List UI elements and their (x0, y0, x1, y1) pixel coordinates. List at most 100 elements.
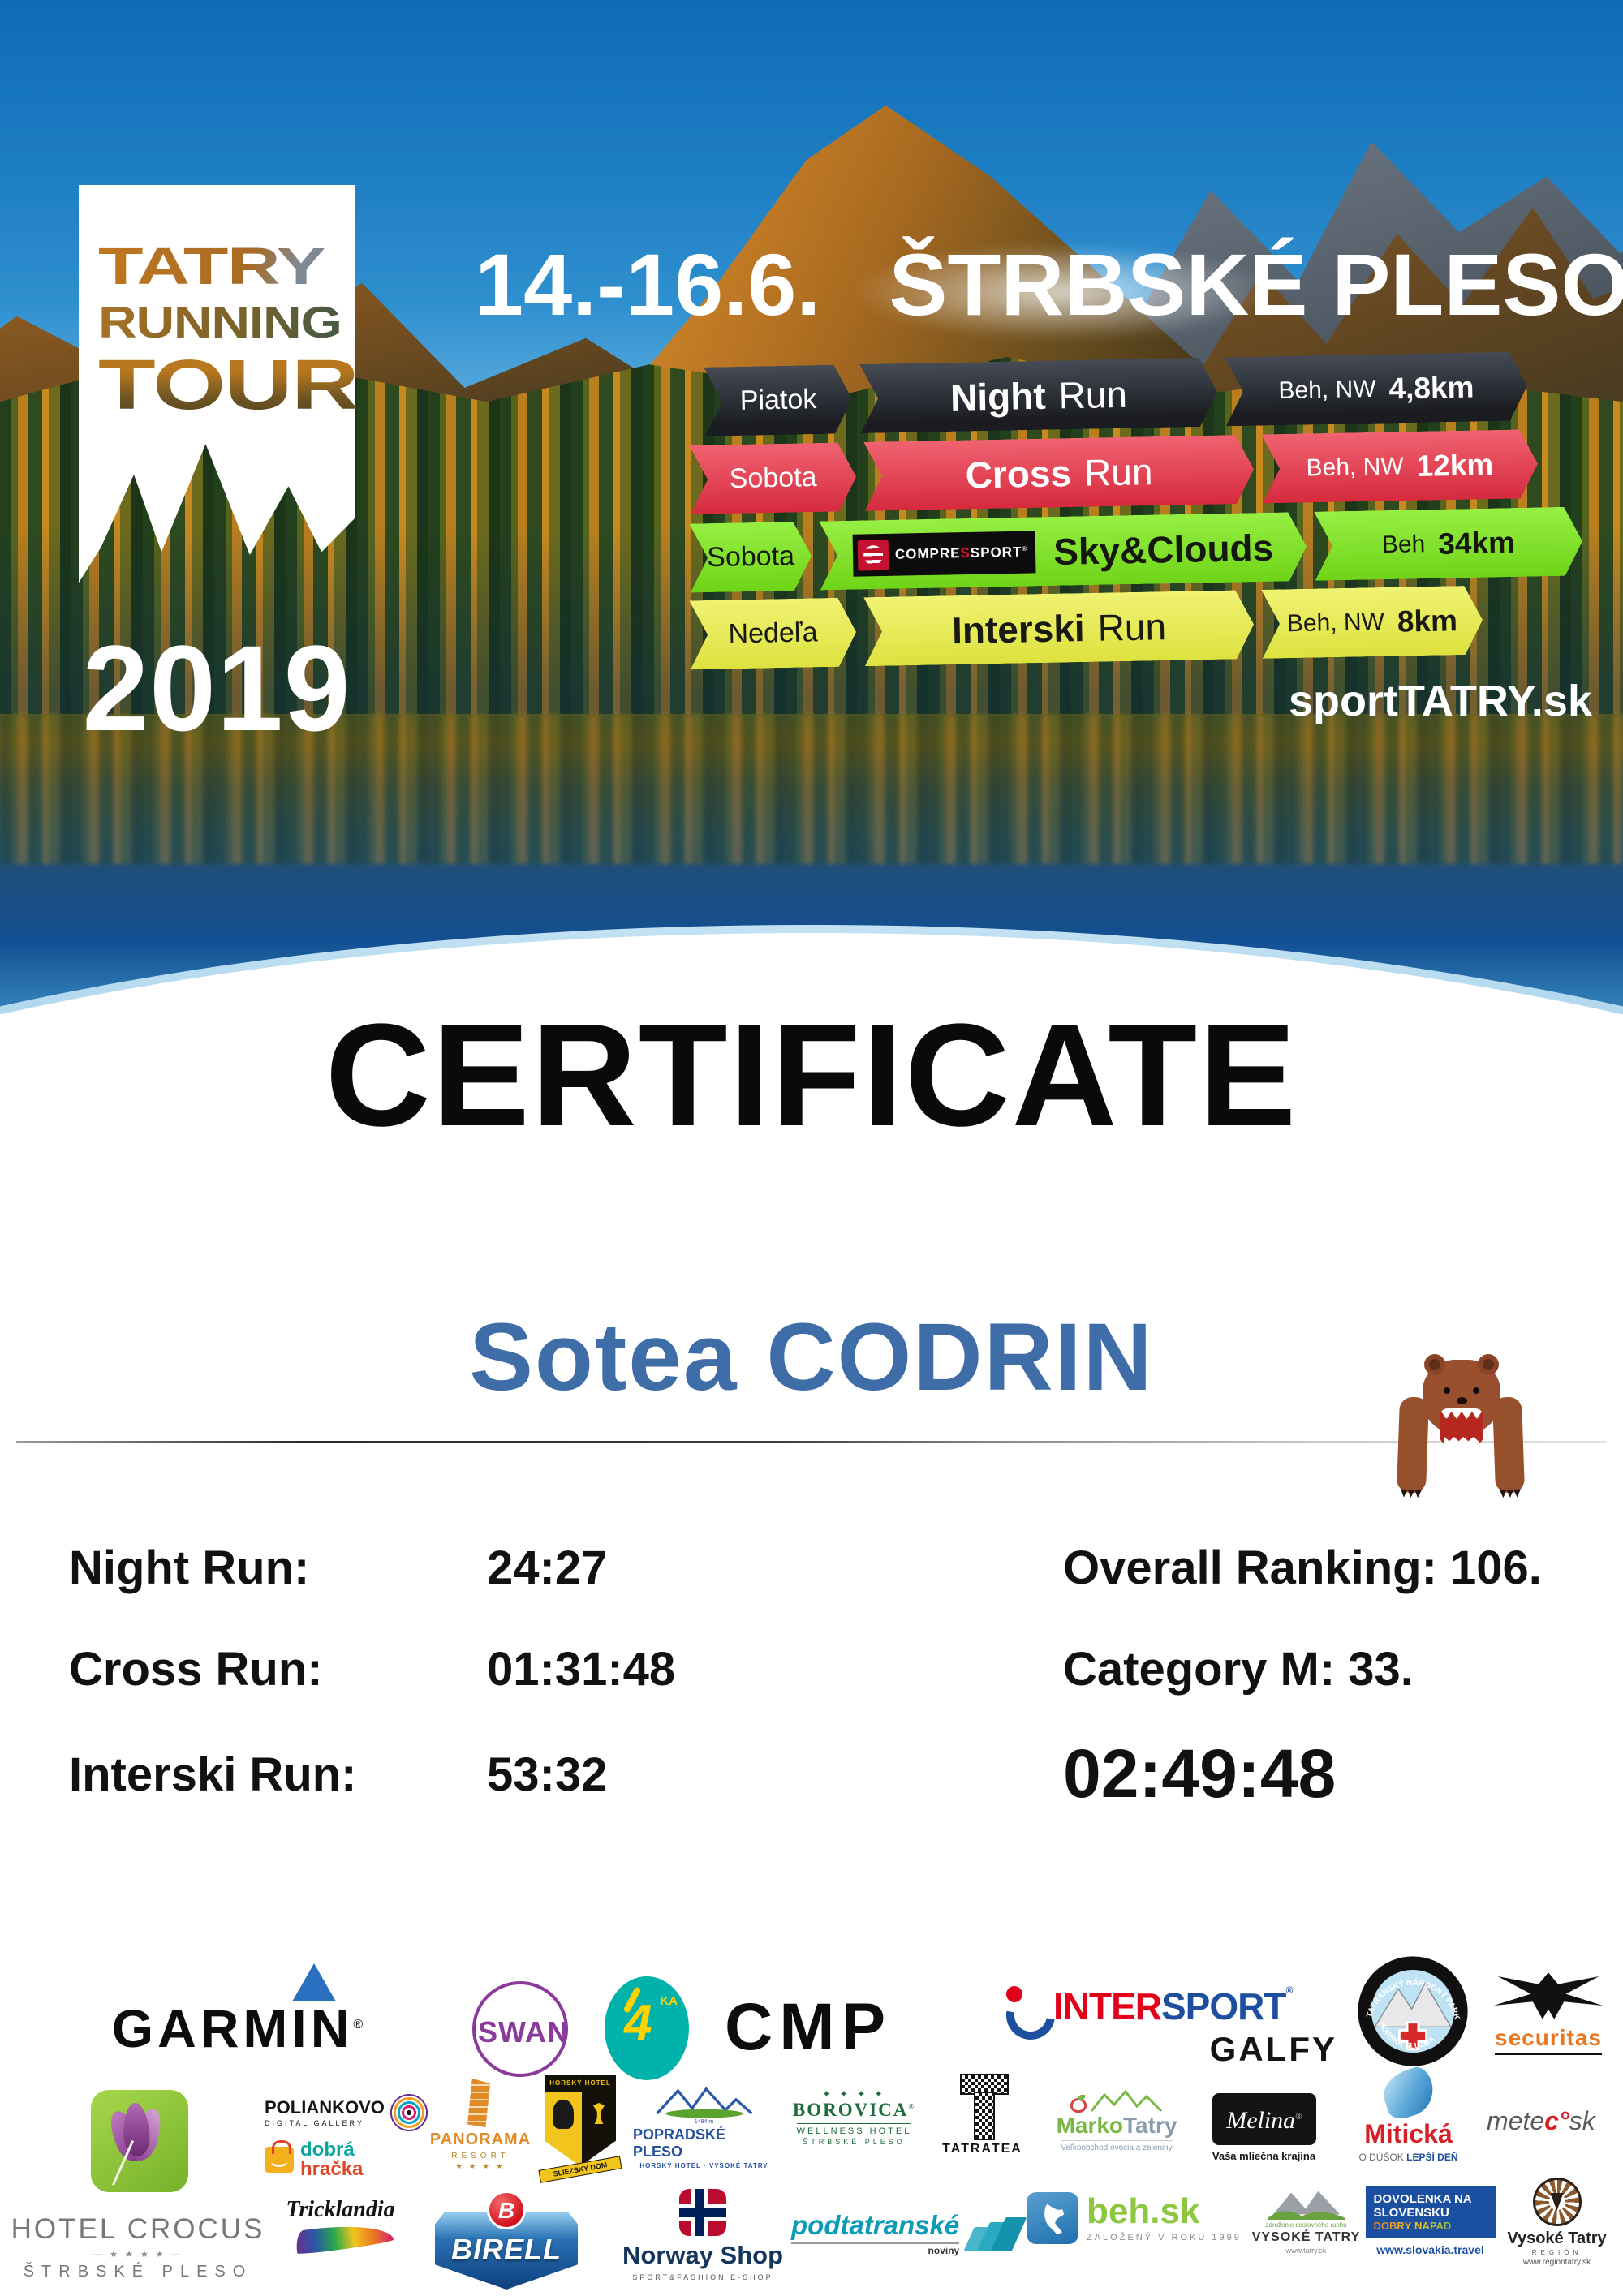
race-details: Beh, NW (1306, 452, 1404, 481)
race-details: Beh (1381, 530, 1426, 558)
compressport-p2: S (960, 544, 971, 561)
compressport-logo: COMPRESSPORT® (852, 531, 1035, 576)
race-distance: Beh, NW 4,8km (1225, 351, 1528, 426)
total-time: 02:49:48 (1063, 1735, 1337, 1812)
tatratea-t-icon (959, 2074, 1009, 2140)
race-day: Nedeľa (689, 597, 857, 669)
compressport-p1: COMPRE (894, 544, 961, 562)
sponsor-vysoke-tatry-zdruzenie: združenie cestovného ruchu VYSOKÉ TATRY … (1251, 2187, 1361, 2255)
sponsor-securitas: securitas (1482, 1967, 1615, 2055)
garmin-reg: ® (353, 2018, 368, 2032)
race-details: Beh, NW (1286, 608, 1385, 637)
dobra-word: dobrá (300, 2139, 355, 2161)
meteo-part3: sk (1569, 2106, 1595, 2135)
header-photo: TATRY RUNNING TOUR 2019 14.-16.6. ŠTRBSK… (0, 0, 1623, 1014)
vysoke-tatry-mountains-icon (1267, 2191, 1345, 2220)
melina-sub: Vaša mliečna krajina (1212, 2150, 1316, 2162)
race-name-light: Run (1097, 604, 1167, 649)
tricklandia-name: Tricklandia (286, 2197, 395, 2222)
norway-sub: SPORT&FASHION E-SHOP (632, 2273, 773, 2281)
intersport-reg: ® (1285, 1984, 1293, 1996)
sponsor-dovolenka-slovensko: DOVOLENKA NA SLOVENSKU DOBRÝ NÁPAD www.s… (1363, 2186, 1497, 2256)
securitas-name: securitas (1495, 2025, 1602, 2055)
bear-ear-right (1478, 1354, 1499, 1375)
poliankovo-sub: DIGITAL GALLERY (265, 2118, 364, 2127)
marko-sub: Veľkoobchod ovocia a zeleniny (1061, 2140, 1173, 2152)
intersport-row: INTER SPORT® (1005, 1984, 1337, 2028)
sponsor-melina: Melina® Vaša mliečna krajina (1209, 2093, 1319, 2162)
result-value-night-run: 24:27 (487, 1541, 608, 1594)
bear-nose (1457, 1397, 1467, 1404)
marko-mountains-icon (1090, 2089, 1163, 2113)
behsk-sub: ZALOŽENÝ V ROKU 1999 (1087, 2233, 1242, 2242)
marko-name: MarkoTatry (1057, 2114, 1177, 2137)
hracka-word: hračka (300, 2158, 364, 2181)
race-name-bold: Interski (951, 606, 1086, 651)
divider-line (16, 1441, 1607, 1443)
sliezsky-top-text: HORSKÝ HOTEL (545, 2075, 616, 2092)
swan-circle-icon (472, 1981, 568, 2077)
region-name: Vysoké Tatry (1507, 2229, 1607, 2247)
region-mid: REGIÓN (1531, 2249, 1582, 2256)
region-goat-icon (1532, 2178, 1582, 2226)
hotel-crocus-sub: ŠTRBSKÉ PLESO (23, 2263, 253, 2281)
sliezsky-cup-icon (593, 2103, 605, 2124)
race-name: Interski Run (863, 590, 1255, 666)
race-name-light: Run (1058, 372, 1128, 416)
sponsor-meteo-sk: metec°sk (1487, 2106, 1595, 2136)
garmin-text: GARMIN (111, 1998, 354, 2058)
intersport-sport: SPORT® (1161, 1984, 1293, 2028)
bear-ear-left (1424, 1354, 1445, 1375)
sponsor-tatratea: TATRATEA (940, 2074, 1025, 2156)
podtatranske-name: podtatranské (791, 2210, 960, 2244)
certificate-title: CERTIFICATE (325, 994, 1298, 1157)
compressport-icon (857, 539, 889, 570)
birell-name: BIRELL (451, 2233, 562, 2266)
panorama-stars: ★ ★ ★ ★ (455, 2162, 506, 2170)
dobra-hracka-bag-icon (265, 2140, 294, 2173)
4ka-ka: KA (660, 1994, 678, 2008)
race-name-bold: Night (949, 374, 1047, 419)
participant-name: Sotea CODRIN (469, 1304, 1154, 1411)
poliankovo-rings-icon (389, 2093, 428, 2132)
garmin-name: GARMIN® (112, 2001, 367, 2055)
event-year: 2019 (82, 620, 351, 756)
event-date: 14.-16.6. (475, 235, 821, 333)
tatratea-name: TATRATEA (942, 2142, 1022, 2156)
sliezsky-shield-icon: HORSKÝ HOTEL (545, 2075, 616, 2166)
podtatranske-sub: noviny (928, 2245, 960, 2256)
hotel-crocus-name: HOTEL CROCUS (11, 2213, 265, 2245)
race-day-label: Nedeľa (728, 617, 818, 650)
sponsor-4ka: 4 KA (605, 1976, 689, 2080)
sponsor-galfy: GALFY (1209, 2030, 1337, 2068)
tanap-badge-icon: TATRANSKÝ NÁRODNÝ PARK HORSKÁ SLUŽBA (1358, 1956, 1468, 2066)
marko-apple-icon (1070, 2095, 1087, 2113)
bear-mascot (1396, 1354, 1526, 1490)
cmp-name: CMP (725, 1990, 893, 2064)
result-value-cross-run: 01:31:48 (487, 1643, 676, 1696)
race-day: Sobota (689, 442, 857, 514)
melina-box: Melina® (1212, 2093, 1316, 2145)
miticka-water-icon (1377, 2063, 1440, 2123)
intersport-swoosh-icon (1005, 1986, 1047, 2027)
borovica-text: BOROVICA (792, 2100, 909, 2120)
podtatranske-row: podtatranské noviny (791, 2210, 1027, 2256)
race-km: 12km (1416, 447, 1494, 483)
bear-head (1423, 1354, 1500, 1444)
panorama-tower-icon (467, 2079, 491, 2127)
miticka-sub: O DÚŠOK LEPŠÍ DEŇ (1358, 2152, 1457, 2163)
race-name: Cross Run (863, 435, 1255, 511)
event-logo: TATRY RUNNING TOUR (79, 185, 359, 584)
dovolenka-box: DOVOLENKA NA SLOVENSKU DOBRÝ NÁPAD (1365, 2186, 1496, 2239)
sliezsky-eagle-icon (553, 2100, 574, 2129)
sponsor-intersport: INTER SPORT® GALFY (1005, 1984, 1337, 2069)
race-distance: Beh, NW 12km (1261, 429, 1539, 504)
event-logo-banner: TATRY RUNNING TOUR (79, 185, 359, 438)
dovolenka-line3: DOBRÝ NÁPAD (1374, 2220, 1487, 2233)
logo-line-running: RUNNING (98, 300, 382, 345)
behsk-name: beh.sk (1087, 2191, 1200, 2231)
dovolenka-line2: SLOVENSKU (1373, 2206, 1449, 2221)
result-value-interski-run: 53:32 (487, 1748, 608, 1801)
cloud (852, 243, 1274, 341)
borovica-pines-icon: ✦ ✦ ✦ ✦ (822, 2088, 886, 2100)
